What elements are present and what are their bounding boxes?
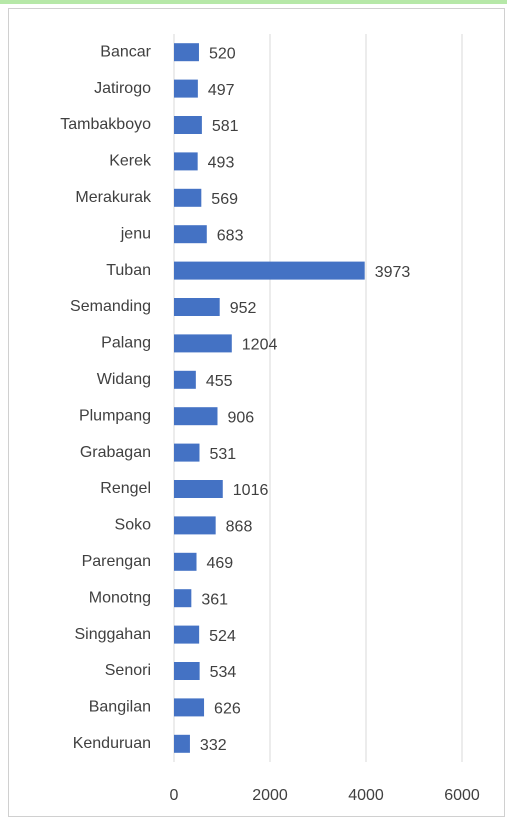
value-label: 455 <box>206 373 233 390</box>
bar <box>174 79 198 98</box>
bar <box>174 698 205 717</box>
value-label: 531 <box>209 446 236 463</box>
y-tick-label: Widang <box>97 371 151 388</box>
y-tick-label: Parengan <box>82 553 151 570</box>
y-tick-label: Tambakboyo <box>60 116 151 133</box>
y-tick-label: Kerek <box>109 153 152 170</box>
bar <box>174 734 190 753</box>
y-tick-label: Tuban <box>106 262 151 279</box>
bar <box>174 225 207 244</box>
y-tick-label: Merakurak <box>75 189 152 206</box>
value-label: 569 <box>211 191 238 208</box>
bar <box>174 625 200 644</box>
y-tick-label: Monotng <box>89 589 151 606</box>
bar <box>174 261 365 280</box>
bar <box>174 188 202 207</box>
bar <box>174 662 200 680</box>
x-tick-label: 6000 <box>444 787 480 804</box>
value-label: 332 <box>200 737 227 754</box>
value-label: 361 <box>201 591 228 608</box>
y-tick-label: Palang <box>101 335 151 352</box>
value-label: 493 <box>208 155 235 172</box>
value-label: 497 <box>208 82 235 99</box>
x-tick-label: 0 <box>170 787 179 804</box>
value-label: 524 <box>209 628 236 645</box>
bar <box>174 443 200 462</box>
bar <box>174 589 192 608</box>
x-tick-label: 4000 <box>348 787 384 804</box>
bar <box>174 334 232 353</box>
bar <box>174 370 196 389</box>
value-label: 534 <box>210 664 237 681</box>
bar <box>174 516 216 535</box>
chart-border <box>8 8 505 817</box>
bar <box>174 552 197 571</box>
bar <box>174 407 218 426</box>
y-tick-label: Bangilan <box>89 699 151 716</box>
value-label: 520 <box>209 45 236 62</box>
value-label: 581 <box>212 118 239 135</box>
value-label: 1016 <box>233 482 269 499</box>
y-tick-label: Jatirogo <box>94 80 151 97</box>
value-label: 469 <box>207 555 234 572</box>
y-tick-label: Plumpang <box>79 407 151 424</box>
value-label: 952 <box>230 300 257 317</box>
top-accent <box>0 0 507 4</box>
y-tick-label: Grabagan <box>80 444 151 461</box>
value-label: 906 <box>227 409 254 426</box>
value-label: 868 <box>226 519 253 536</box>
y-tick-label: Kenduruan <box>73 735 151 752</box>
y-tick-label: Singgahan <box>74 626 151 643</box>
bar <box>174 116 202 134</box>
value-label: 3973 <box>375 264 411 281</box>
bar <box>174 298 220 316</box>
y-tick-label: jenu <box>120 225 151 242</box>
y-tick-label: Soko <box>115 517 152 534</box>
y-tick-label: Bancar <box>100 43 151 60</box>
bar <box>174 480 223 498</box>
value-label: 626 <box>214 701 241 718</box>
x-tick-label: 2000 <box>252 787 288 804</box>
bar <box>174 152 198 171</box>
bar <box>174 43 199 62</box>
value-label: 1204 <box>242 337 278 354</box>
y-tick-label: Rengel <box>100 480 151 497</box>
value-label: 683 <box>217 227 244 244</box>
y-tick-label: Senori <box>105 662 151 679</box>
y-tick-label: Semanding <box>70 298 151 315</box>
